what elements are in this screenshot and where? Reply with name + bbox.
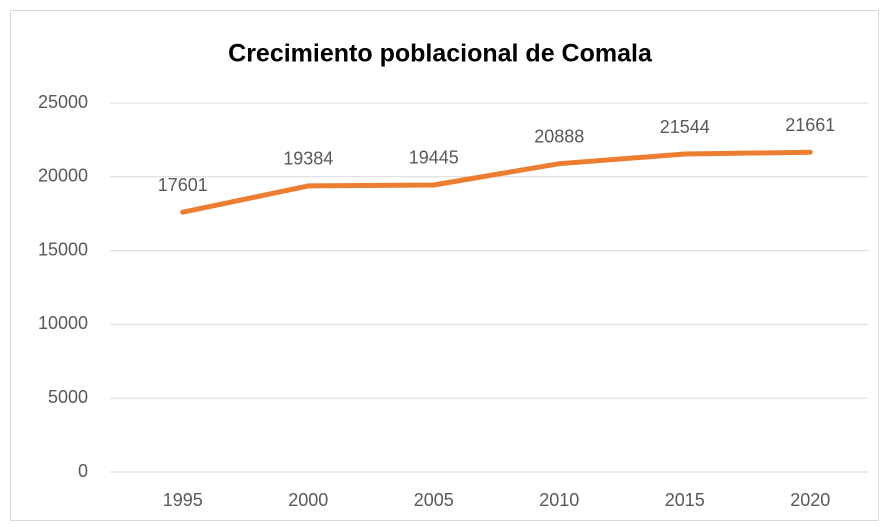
x-tick-label: 2005 xyxy=(414,490,454,510)
data-line xyxy=(180,149,813,215)
chart-border xyxy=(10,10,879,521)
data-label: 21544 xyxy=(660,117,710,137)
y-tick-label: 20000 xyxy=(38,166,88,186)
data-label: 17601 xyxy=(158,175,208,195)
data-label: 19445 xyxy=(409,148,459,168)
y-tick-label: 25000 xyxy=(38,92,88,112)
x-tick-label: 2020 xyxy=(790,490,830,510)
x-tick-label: 2010 xyxy=(539,490,579,510)
chart-title: Crecimiento poblacional de Comala xyxy=(228,40,653,68)
data-label: 19384 xyxy=(283,149,333,169)
y-tick-label: 5000 xyxy=(48,387,88,407)
x-tick-label: 1995 xyxy=(163,490,203,510)
y-tick-label: 0 xyxy=(78,461,88,481)
y-tick-label: 10000 xyxy=(38,313,88,333)
y-tick-label: 15000 xyxy=(38,239,88,259)
data-label: 20888 xyxy=(534,126,584,146)
x-tick-label: 2000 xyxy=(288,490,328,510)
data-label: 21661 xyxy=(785,115,835,135)
x-tick-label: 2015 xyxy=(665,490,705,510)
